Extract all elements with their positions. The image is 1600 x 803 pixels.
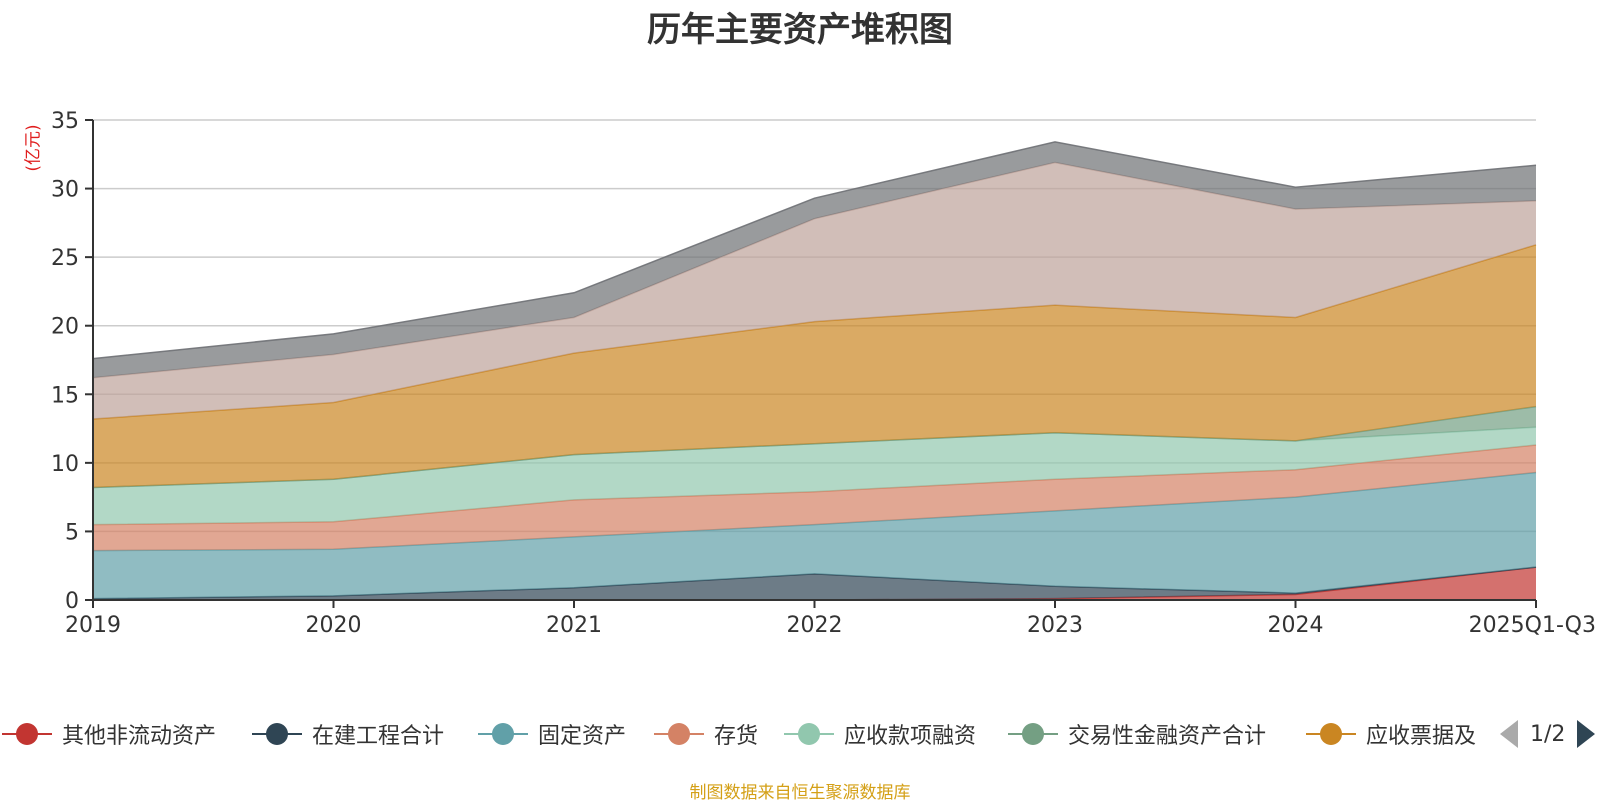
x-tick-label: 2019 — [65, 613, 121, 638]
legend-item[interactable]: 存货 — [654, 712, 758, 756]
legend-label: 存货 — [714, 724, 759, 749]
legend-item[interactable]: 其他非流动资产 — [2, 712, 216, 756]
y-tick-label: 25 — [51, 246, 79, 271]
legend-marker-icon — [2, 722, 52, 746]
area-series-3[interactable] — [93, 445, 1536, 551]
legend-prev-page-icon[interactable] — [1500, 720, 1518, 748]
stacked-areas — [92, 141, 1537, 601]
legend-marker-icon — [252, 722, 302, 746]
x-tick-label: 2021 — [546, 613, 602, 638]
legend-pager: 1/2 — [1500, 712, 1596, 756]
legend-item[interactable]: 交易性金融资产合计 — [1008, 712, 1266, 756]
y-tick-label: 15 — [51, 383, 79, 408]
y-tick-labels: 0 5 10 15 20 25 30 35 — [51, 109, 93, 614]
legend-marker-icon — [1008, 722, 1058, 746]
x-tick-label: 2022 — [787, 613, 843, 638]
area-series-8[interactable] — [93, 141, 1536, 378]
area-series-1[interactable] — [93, 567, 1536, 600]
x-tick-label: 2025Q1-Q3 — [1469, 613, 1596, 638]
legend-marker-icon — [478, 722, 528, 746]
y-tick-label: 5 — [65, 520, 79, 545]
legend: 其他非流动资产 在建工程合计 固定资产 存货 应收款项融资 交易性金融资产合计 应收票据及 — [0, 712, 1600, 756]
y-tick-label: 20 — [51, 315, 79, 340]
x-tick-label: 2020 — [306, 613, 362, 638]
chart-title: 历年主要资产堆积图 — [647, 10, 953, 50]
area-series-line-8 — [92, 141, 1537, 360]
x-tick-labels: 2019 2020 2021 2022 2023 2024 2025Q1-Q3 — [65, 600, 1596, 638]
y-tick-label: 10 — [51, 452, 79, 477]
legend-label: 应收款项融资 — [844, 724, 977, 749]
area-series-0[interactable] — [93, 567, 1536, 600]
legend-item[interactable]: 在建工程合计 — [252, 712, 444, 756]
area-series-6[interactable] — [93, 244, 1536, 488]
legend-marker-icon — [1306, 722, 1356, 746]
legend-item[interactable]: 应收票据及 — [1306, 712, 1476, 756]
x-tick-label: 2024 — [1268, 613, 1324, 638]
legend-item[interactable]: 固定资产 — [478, 712, 626, 756]
legend-label: 固定资产 — [538, 724, 627, 749]
y-tick-label: 35 — [51, 109, 79, 134]
source-note: 制图数据来自恒生聚源数据库 — [689, 783, 911, 803]
x-tick-label: 2023 — [1027, 613, 1083, 638]
legend-next-page-icon[interactable] — [1577, 720, 1596, 748]
legend-marker-icon — [654, 722, 704, 746]
y-tick-label: 0 — [65, 589, 79, 614]
area-series-7[interactable] — [93, 162, 1536, 420]
area-series-4[interactable] — [93, 427, 1536, 525]
legend-label: 其他非流动资产 — [62, 724, 217, 749]
legend-item[interactable]: 应收款项融资 — [784, 712, 976, 756]
legend-label: 应收票据及 — [1366, 724, 1477, 749]
legend-marker-icon — [784, 722, 834, 746]
legend-label: 交易性金融资产合计 — [1068, 724, 1267, 749]
legend-page-indicator: 1/2 — [1530, 721, 1566, 747]
legend-label: 在建工程合计 — [312, 724, 445, 749]
y-tick-label: 30 — [51, 178, 79, 203]
